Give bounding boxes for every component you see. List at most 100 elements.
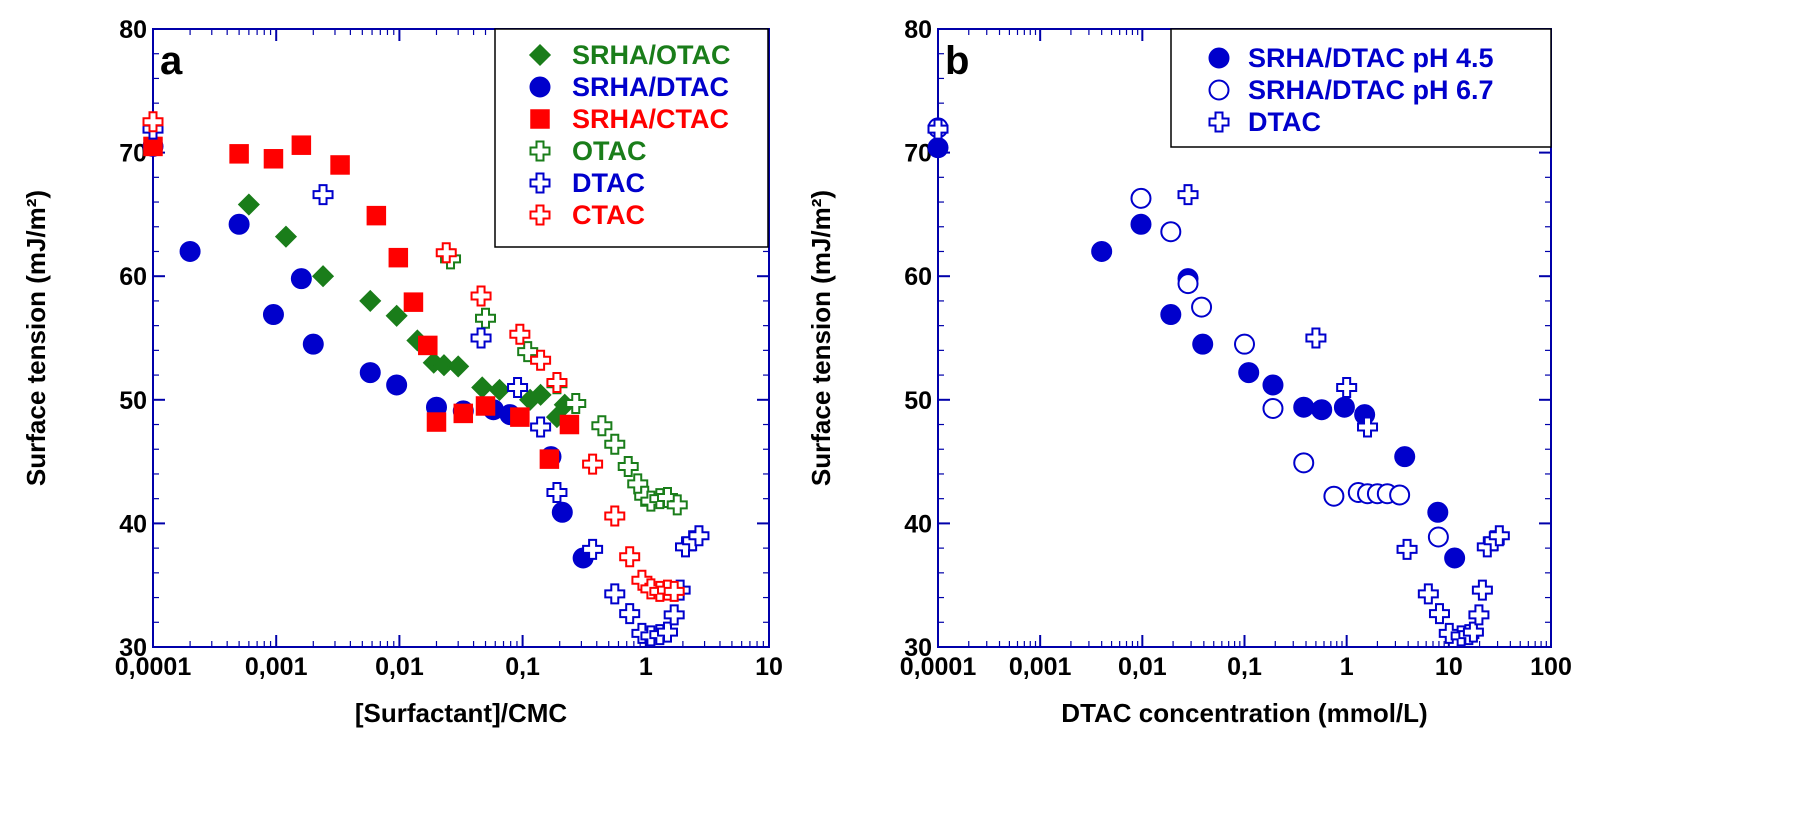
data-point xyxy=(663,580,685,602)
data-point xyxy=(366,205,387,226)
data-point xyxy=(228,213,250,235)
legend-label: SRHA/CTAC xyxy=(572,104,729,134)
data-point xyxy=(1130,187,1152,209)
data-point xyxy=(1238,362,1260,384)
data-point xyxy=(546,482,568,503)
data-point xyxy=(927,137,949,159)
chart-panel-b: 0,0001 0,001 0,01 0,1 1 10 100 30 40 50 60 70 80 DTAC… xyxy=(806,16,1572,728)
chart-panel-a: 0,0001 0,001 0,01 0,1 1 10 30 40 50 60 70 80 [Surfac… xyxy=(21,16,783,728)
series-dtac xyxy=(927,118,1510,647)
data-point xyxy=(386,374,408,396)
data-point xyxy=(475,396,496,416)
data-point xyxy=(509,323,531,345)
data-point xyxy=(359,289,382,312)
series-dtac xyxy=(142,118,710,647)
data-point xyxy=(582,538,604,560)
data-point xyxy=(1396,538,1418,560)
data-point xyxy=(1234,333,1255,355)
data-point xyxy=(1191,296,1213,318)
data-point xyxy=(1336,376,1358,398)
y-tick-label: 30 xyxy=(904,634,932,662)
y-tick-label: 40 xyxy=(119,510,147,538)
data-point xyxy=(453,403,474,424)
series-srha-ctac xyxy=(143,135,580,469)
data-point xyxy=(619,603,641,625)
data-point xyxy=(229,144,249,164)
data-point xyxy=(274,225,298,248)
x-tick-label: 0,1 xyxy=(1227,653,1262,681)
data-point xyxy=(1427,526,1449,548)
data-point xyxy=(432,354,456,377)
legend-label: CTAC xyxy=(572,200,645,230)
data-point xyxy=(475,307,497,329)
data-point xyxy=(488,378,511,401)
x-tick-label: 10 xyxy=(755,653,783,681)
data-point xyxy=(539,449,560,469)
data-point xyxy=(1305,327,1327,349)
legend-label: SRHA/DTAC pH 4.5 xyxy=(1248,43,1494,73)
data-point xyxy=(471,376,494,399)
legend-label: DTAC xyxy=(572,168,645,198)
data-point xyxy=(688,525,710,547)
data-point xyxy=(263,149,284,169)
legend-label: SRHA/DTAC pH 6.7 xyxy=(1248,75,1494,105)
x-tick-label: 1 xyxy=(639,653,653,681)
legend-label: OTAC xyxy=(572,136,647,166)
data-point xyxy=(470,327,492,349)
data-point xyxy=(1160,304,1182,326)
data-point xyxy=(359,362,381,384)
data-point xyxy=(1468,604,1490,626)
data-point xyxy=(1444,547,1466,569)
x-tick-label: 0,0001 xyxy=(900,653,977,681)
data-point xyxy=(1428,603,1450,625)
y-tick-label: 50 xyxy=(904,387,932,415)
legend-label: SRHA/OTAC xyxy=(572,40,731,70)
data-point xyxy=(1438,622,1460,644)
series-otac xyxy=(440,248,688,516)
data-point xyxy=(143,136,163,157)
legend-label: DTAC xyxy=(1248,107,1321,137)
data-point xyxy=(403,292,424,312)
legend-marker xyxy=(529,76,551,98)
data-point xyxy=(1177,273,1199,295)
plot-frame xyxy=(152,28,770,648)
data-point xyxy=(1293,396,1315,418)
data-point xyxy=(426,412,447,432)
series-srha-dtac-ph-6-7 xyxy=(927,117,1449,548)
x-tick-label: 0,01 xyxy=(375,653,424,681)
data-point xyxy=(385,304,408,327)
panel-label: a xyxy=(160,39,183,83)
data-point xyxy=(619,546,641,568)
data-point xyxy=(179,240,201,262)
data-point xyxy=(1394,446,1416,468)
data-point xyxy=(312,184,334,206)
data-point xyxy=(1311,399,1333,421)
data-point xyxy=(510,407,530,427)
legend-marker xyxy=(1208,47,1230,69)
data-point xyxy=(604,505,626,527)
legend-marker xyxy=(528,43,552,67)
y-tick-label: 70 xyxy=(119,140,147,168)
data-point xyxy=(1192,333,1214,355)
data-point xyxy=(290,268,312,290)
x-tick-label: 10 xyxy=(1435,653,1463,681)
legend-marker xyxy=(529,140,551,162)
series-ctac xyxy=(142,111,685,602)
x-axis-label: DTAC concentration (mmol/L) xyxy=(1061,698,1427,728)
x-tick-label: 0,0001 xyxy=(115,653,192,681)
y-tick-label: 70 xyxy=(904,140,932,168)
data-point xyxy=(546,371,568,393)
data-point xyxy=(1488,525,1510,547)
data-point xyxy=(1262,374,1284,396)
data-point xyxy=(262,304,284,326)
y-axis-label: Surface tension (mJ/m²) xyxy=(806,190,836,486)
data-point xyxy=(237,193,260,216)
x-axis-label: [Surfactant]/CMC xyxy=(355,698,568,728)
data-point xyxy=(591,415,613,437)
data-point xyxy=(529,383,552,406)
data-point xyxy=(1091,240,1113,262)
data-point xyxy=(1323,485,1345,507)
y-tick-label: 60 xyxy=(904,263,932,291)
data-point xyxy=(1471,579,1493,601)
